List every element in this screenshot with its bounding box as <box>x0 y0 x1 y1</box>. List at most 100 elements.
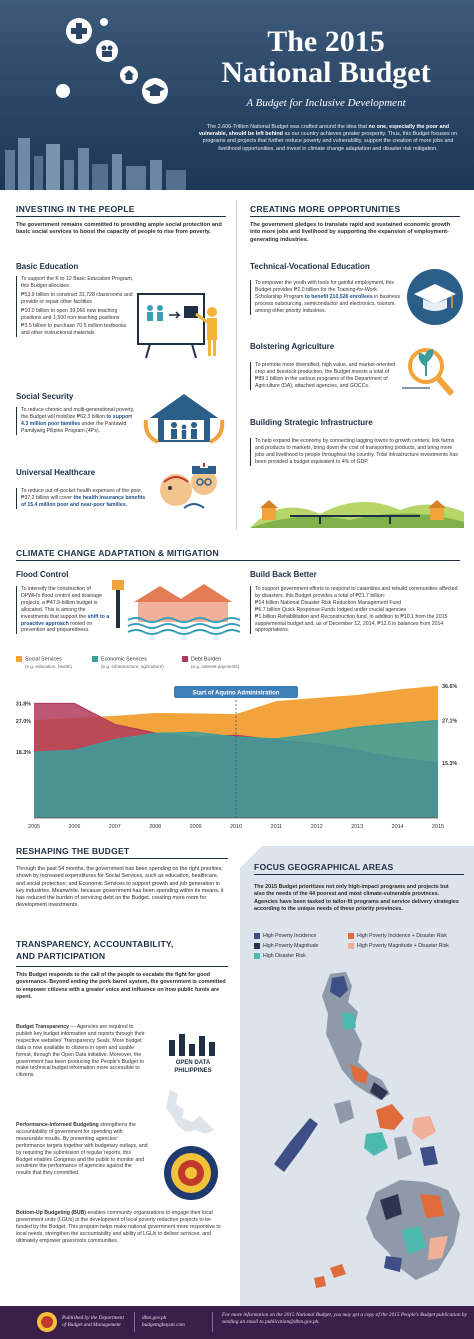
flooded-houses-illustration <box>112 580 240 635</box>
focus-legend-label-4: High Poverty Magnitude + Disaster Risk <box>357 943 449 949</box>
x-tick-2010: 2010 <box>230 824 242 830</box>
focus-swatch-5 <box>254 952 260 959</box>
philippines-outline-illustration <box>166 1090 214 1134</box>
magnifier-plant-illustration <box>402 348 455 396</box>
focus-legend-item-1: High Poverty Incidence <box>254 932 316 941</box>
x-tick-2007: 2007 <box>109 824 121 830</box>
intro-paragraph: The 2.606-Trillion National Budget was c… <box>192 124 464 153</box>
legend-debt: Debt Burden (e.g. interest payments) <box>182 656 272 670</box>
p3-title: Bottom-Up Budgeting (BUB) <box>16 1210 87 1216</box>
focus-legend-item-4: High Poverty Magnitude + Disaster Risk <box>348 942 468 951</box>
p1-title: Budget Transparency <box>16 1024 70 1030</box>
footer-site-2[interactable]: budgetngbayan.com <box>142 1321 185 1328</box>
p2-text: strengthens the accountability of govern… <box>16 1122 148 1177</box>
title-line-1: The 2015 <box>267 25 385 58</box>
investing-lead: The government remains committed to prov… <box>16 222 222 236</box>
tech-voc-text-c: in business process outsourcing, semicon… <box>255 293 401 314</box>
bbb-bullet-2: ₱6.7 billion Quick Response Funds lodged… <box>255 606 407 613</box>
focus-legend-item-2: High Poverty Incidence + Disaster Risk <box>348 932 468 941</box>
x-tick-2012: 2012 <box>311 824 323 830</box>
flood-text-b: shift to a proactive approach <box>21 613 110 627</box>
label-start-debt-burden: 31.8% <box>16 702 31 708</box>
basic-ed-title: Basic Education <box>16 262 79 271</box>
footer-site-1[interactable]: dbm.gov.ph <box>142 1315 167 1321</box>
budget-share-chart: 27.0% 36.6% 31.8% 15.3% 18.3% 27.1% 2005 2006 20… <box>16 674 457 830</box>
legend-social-sub: (e.g. education, health) <box>25 663 72 669</box>
open-data-text-2: PHILIPPINES <box>174 1067 212 1074</box>
agri-title: Bolstering Agriculture <box>250 342 335 351</box>
page-title: The 2015 National Budget <box>186 26 466 88</box>
tech-voc-text-a: To empower the youth with tools for gain… <box>255 280 394 300</box>
social-sec-text-b: to support 4.3 million poor families <box>21 413 133 427</box>
x-tick-2006: 2006 <box>68 824 80 830</box>
chat-bubble-icon <box>56 84 70 98</box>
footer-info: For more information on the 2015 Nationa… <box>222 1312 467 1325</box>
focus-legend-item-5: High Disaster Risk <box>254 952 306 961</box>
reshaping-heading: RESHAPING THE BUDGET <box>16 846 130 856</box>
blackboard-teacher-illustration <box>137 293 217 359</box>
legend-swatch-social <box>16 656 22 662</box>
intro-text-c: as our country achieves greater prosperi… <box>202 131 458 152</box>
focus-swatch-2 <box>348 932 354 939</box>
annotation-box <box>174 686 298 698</box>
label-start-social-services: 27.0% <box>16 719 31 725</box>
open-data-text-1: OPEN DATA <box>175 1059 211 1066</box>
social-sec-text-a: To reduce chronic and multi-generational… <box>21 407 135 420</box>
tech-voc-title: Technical-Vocational Education <box>250 262 370 271</box>
social-sec-title: Social Security <box>16 392 74 401</box>
legend-economic-label: Economic Services <box>101 656 147 663</box>
transparency-heading-2: AND PARTICIPATION <box>16 951 106 961</box>
house-icon <box>120 66 138 84</box>
legend-economic-sub: (e.g. infrastructure, agriculture) <box>101 663 164 669</box>
investing-rule <box>16 216 226 217</box>
transparency-lead: This Budget responds to the call of the … <box>16 972 226 1001</box>
bbb-intro: To support government efforts to respond… <box>255 586 458 599</box>
focus-rule <box>254 874 464 875</box>
footer-sites: dbm.gov.ph budgetngbayan.com <box>142 1315 212 1328</box>
x-tick-2014: 2014 <box>392 824 404 830</box>
annotation-label: Start of Aquino Administration <box>193 691 280 697</box>
bbb-title: Build Back Better <box>250 570 317 579</box>
reshaping-text: Through the past 54 months, the governme… <box>16 866 224 909</box>
label-end-social-services: 36.6% <box>442 684 457 690</box>
label-end-debt-burden: 15.3% <box>442 761 457 767</box>
transparency-rule <box>16 966 228 967</box>
intro-text-b: no one, especially the poor and vulnerab… <box>198 124 450 138</box>
government-seal-icon <box>164 1146 218 1200</box>
healthcare-title: Universal Healthcare <box>16 468 96 477</box>
landscape-bridge-illustration <box>250 500 464 528</box>
x-tick-2013: 2013 <box>351 824 363 830</box>
flood-title: Flood Control <box>16 570 69 579</box>
x-tick-2009: 2009 <box>190 824 202 830</box>
philippines-priority-map <box>274 972 460 1288</box>
page-subtitle: A Budget for Inclusive Development <box>246 97 406 109</box>
footer-pub-2: of Budget and Management <box>62 1321 121 1328</box>
p3-text: enables community organizations to engag… <box>16 1210 221 1244</box>
social-sec-text: To reduce chronic and multi-generational… <box>16 407 136 435</box>
p1-text: — Agencies are required to publish key b… <box>16 1024 145 1079</box>
focus-legend-label-5: High Disaster Risk <box>263 953 306 959</box>
city-skyline-illustration <box>5 138 186 190</box>
doctor-patient-illustration <box>160 462 217 509</box>
p2-title: Performance-Informed Budgeting <box>16 1122 99 1128</box>
dbm-seal-icon <box>37 1312 57 1332</box>
basic-ed-bullet-1: ₱53.9 billion to construct 31,728 classr… <box>21 291 133 305</box>
focus-swatch-3 <box>254 942 260 949</box>
investing-heading: INVESTING IN THE PEOPLE <box>16 204 135 214</box>
flood-text: To intensify the construction of DPWH's … <box>16 586 110 635</box>
label-end-economic-services: 27.1% <box>442 718 457 724</box>
footer-publisher: Published by the Department of Budget an… <box>62 1315 152 1328</box>
intro-text-a: The 2.606-Trillion National Budget was c… <box>206 124 369 130</box>
healthcare-text-a: To reduce out-of-pocket health expenses … <box>21 488 143 501</box>
legend-debt-label: Debt Burden <box>191 656 222 663</box>
healthcare-text: To reduce out-of-pocket health expenses … <box>16 488 150 509</box>
focus-legend-item-3: High Poverty Magnitude <box>254 942 318 951</box>
infra-title: Building Strategic Infrastructure <box>250 418 373 427</box>
legend-swatch-debt <box>182 656 188 662</box>
column-divider <box>236 200 237 530</box>
basic-ed-intro: To support the K to 12 Basic Education P… <box>21 276 134 289</box>
bbb-text: To support government efforts to respond… <box>250 586 464 635</box>
family-icon <box>96 40 118 62</box>
focus-text: The 2015 Budget prioritizes not only hig… <box>254 884 459 913</box>
flood-text-a: To intensify the construction of DPWH's … <box>21 586 102 620</box>
